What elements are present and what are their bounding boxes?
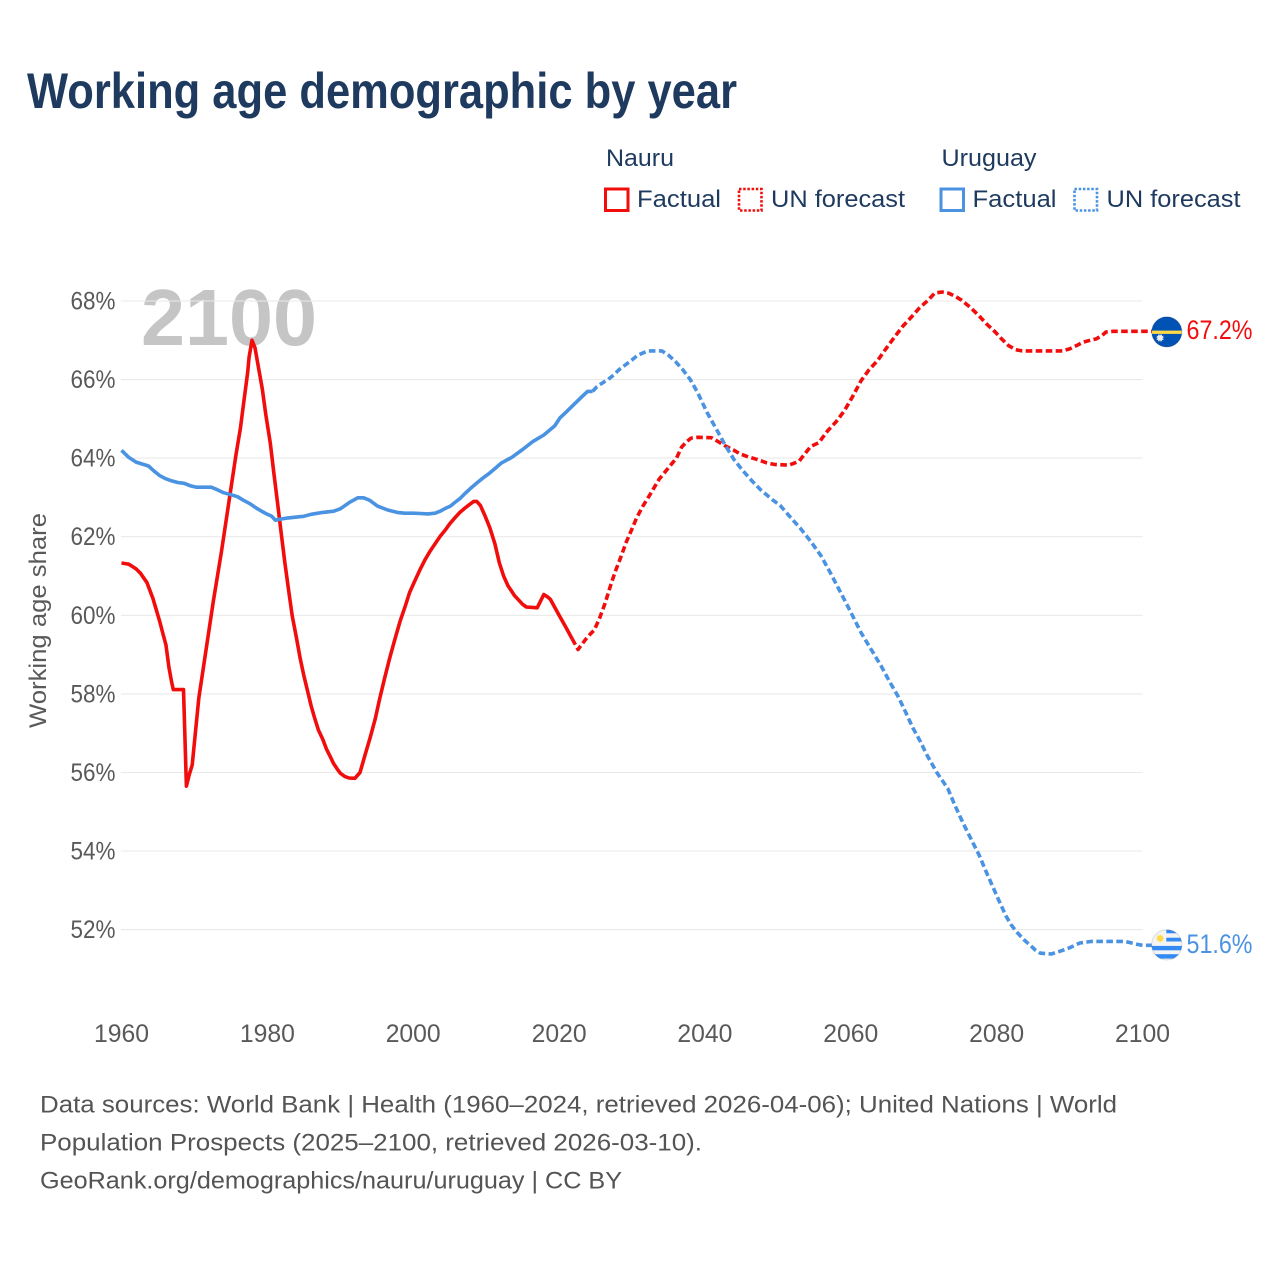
svg-text:62%: 62% — [71, 523, 116, 551]
svg-text:56%: 56% — [71, 759, 116, 787]
svg-text:52%: 52% — [71, 916, 116, 944]
svg-text:2020: 2020 — [532, 1020, 587, 1048]
svg-text:Nauru: Nauru — [606, 145, 674, 172]
svg-text:Factual: Factual — [973, 186, 1057, 213]
svg-text:1960: 1960 — [94, 1020, 149, 1048]
svg-text:60%: 60% — [71, 602, 116, 630]
svg-text:1980: 1980 — [240, 1020, 295, 1048]
svg-text:58%: 58% — [71, 680, 116, 708]
svg-text:2040: 2040 — [677, 1020, 732, 1048]
svg-text:2080: 2080 — [969, 1020, 1024, 1048]
svg-text:GeoRank.org/demographics/nauru: GeoRank.org/demographics/nauru/uruguay |… — [40, 1168, 622, 1195]
svg-text:Uruguay: Uruguay — [942, 145, 1037, 172]
svg-text:67.2%: 67.2% — [1187, 315, 1253, 345]
svg-text:68%: 68% — [71, 288, 116, 316]
svg-text:Working age demographic by yea: Working age demographic by year — [27, 63, 737, 119]
svg-text:Population Prospects (2025–210: Population Prospects (2025–2100, retriev… — [40, 1130, 702, 1157]
svg-text:2100: 2100 — [141, 273, 317, 362]
svg-text:Working age share: Working age share — [25, 513, 52, 728]
svg-text:Factual: Factual — [637, 186, 721, 213]
svg-text:UN forecast: UN forecast — [771, 186, 905, 213]
svg-text:UN forecast: UN forecast — [1107, 186, 1241, 213]
svg-text:51.6%: 51.6% — [1187, 929, 1253, 959]
svg-text:2100: 2100 — [1115, 1020, 1170, 1048]
svg-text:66%: 66% — [71, 366, 116, 394]
svg-text:54%: 54% — [71, 838, 116, 866]
svg-text:Data sources: World Bank | Hea: Data sources: World Bank | Health (1960–… — [40, 1092, 1117, 1119]
svg-text:2000: 2000 — [386, 1020, 441, 1048]
svg-text:2060: 2060 — [823, 1020, 878, 1048]
svg-text:64%: 64% — [71, 445, 116, 473]
